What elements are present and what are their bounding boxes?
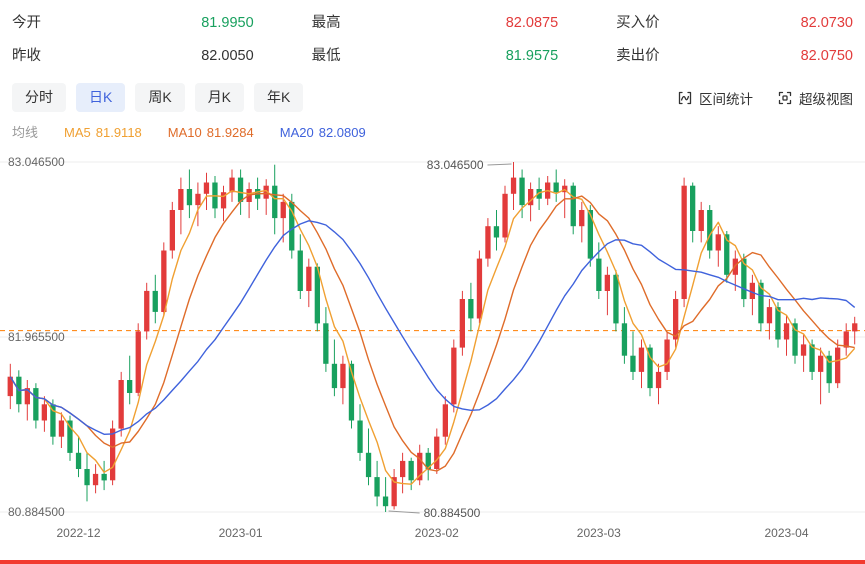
quote-high: 最高 82.0875 [312,13,559,33]
super-view-label: 超级视图 [799,91,853,107]
tab-yearly-k[interactable]: 年K [254,83,304,112]
chart-area: 83.046500 81.965500 80.884500 2022-12 2023-0… [0,146,865,556]
ma5-name: MA5 [64,125,91,140]
range-stats-button[interactable]: 区间统计 [677,88,753,108]
quote-low: 最低 81.9575 [312,46,559,66]
quote-bid-label: 买入价 [616,15,660,31]
ma10-value: 81.9284 [206,125,254,140]
quote-open-value: 81.9950 [201,15,254,31]
quote-prev-close-label: 昨收 [12,48,41,64]
ma10-legend: MA10 81.9284 [168,125,254,141]
quote-prev-close-value: 82.0050 [201,48,254,64]
ma-legend: 均线 MA5 81.9118 MA10 81.9284 MA20 82.0809 [0,112,865,141]
tab-monthly-k[interactable]: 月K [194,83,245,112]
svg-text:83.046500: 83.046500 [8,155,65,169]
svg-text:80.884500: 80.884500 [424,506,481,520]
svg-text:83.046500: 83.046500 [427,158,484,172]
ma5-value: 81.9118 [95,125,142,140]
svg-text:2023-03: 2023-03 [577,526,621,540]
chart-tools: 区间统计 超级视图 [677,88,853,108]
period-tabs: 分时 日K 周K 月K 年K [12,83,304,112]
candlestick-chart[interactable]: 83.046500 81.965500 80.884500 2022-12 2023-0… [0,146,865,551]
svg-text:81.965500: 81.965500 [8,330,65,344]
quote-low-label: 最低 [311,48,341,64]
quote-open: 今开 81.9950 [12,13,254,33]
range-stats-icon [677,90,693,106]
ma5-legend: MA5 81.9118 [64,125,142,141]
ma20-name: MA20 [279,125,314,140]
quote-bid: 买入价 82.0730 [616,13,853,33]
svg-text:2023-01: 2023-01 [219,526,263,540]
chart-toolbar: 分时 日K 周K 月K 年K 区间统计 [0,66,865,112]
quote-ask-label: 卖出价 [616,48,660,64]
range-stats-label: 区间统计 [699,91,753,107]
svg-text:2022-12: 2022-12 [56,526,100,540]
tab-timeshare[interactable]: 分时 [12,83,66,112]
quote-open-label: 今开 [12,15,41,31]
ma10-name: MA10 [167,125,202,140]
quote-panel: 今开 81.9950 最高 82.0875 买入价 82.0730 昨收 82.… [0,0,865,66]
quote-ask: 卖出价 82.0750 [616,46,853,66]
svg-text:2023-04: 2023-04 [764,526,808,540]
quote-ask-value: 82.0750 [800,48,853,64]
ma20-legend: MA20 82.0809 [280,125,366,141]
quote-bid-value: 82.0730 [800,15,853,31]
super-view-icon [777,90,793,106]
quote-low-value: 81.9575 [505,48,559,64]
ma-legend-title: 均线 [12,125,39,140]
tab-weekly-k[interactable]: 周K [135,83,185,112]
tab-daily-k[interactable]: 日K [76,83,126,112]
time-scrollbar[interactable] [0,560,865,564]
ma20-value: 82.0809 [318,125,366,140]
svg-text:2023-02: 2023-02 [415,526,459,540]
quote-prev-close: 昨收 82.0050 [12,46,254,66]
super-view-button[interactable]: 超级视图 [777,88,853,108]
quote-high-label: 最高 [311,15,341,31]
quote-high-value: 82.0875 [505,15,559,31]
svg-text:80.884500: 80.884500 [8,505,65,519]
